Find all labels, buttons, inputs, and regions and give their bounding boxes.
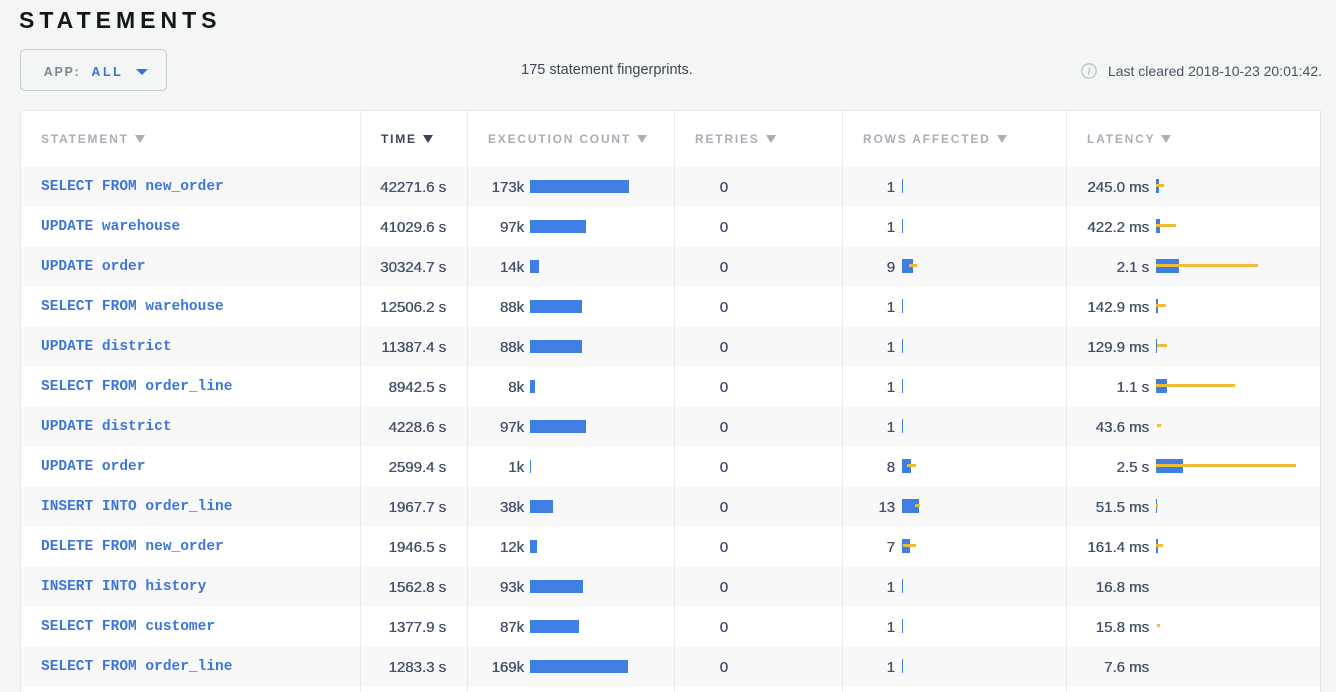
svg-text:i: i (1088, 67, 1091, 78)
